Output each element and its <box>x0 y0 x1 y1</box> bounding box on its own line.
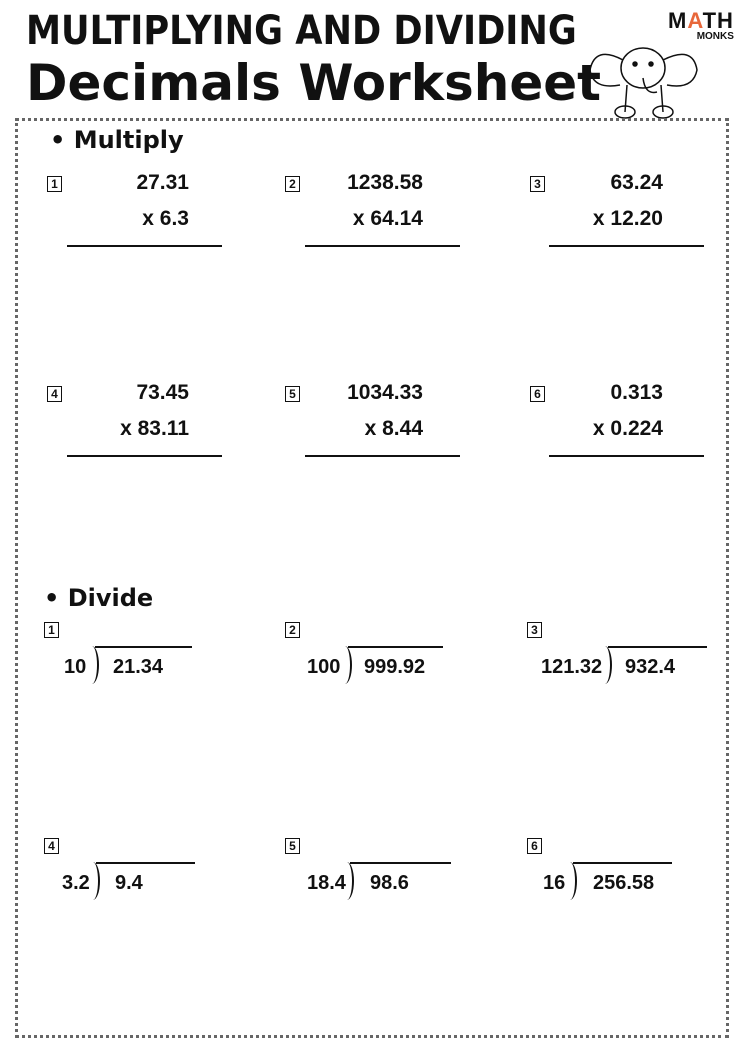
multiplicand: 1034.33 <box>347 381 423 404</box>
problem-number: 4 <box>44 838 59 854</box>
problem-number: 5 <box>285 386 300 402</box>
multiplier: x 6.3 <box>142 207 189 230</box>
logo-bottom: MONKS <box>696 31 734 42</box>
logo-top: MATH <box>668 8 734 33</box>
dividend: 256.58 <box>593 872 655 894</box>
vinculum <box>573 862 672 864</box>
multiply-heading: • Multiply <box>50 126 184 154</box>
multiplicand: 1238.58 <box>347 171 423 194</box>
multiplicand: 63.24 <box>610 171 663 194</box>
divisor: 100 <box>307 656 341 678</box>
vinculum <box>95 646 192 648</box>
divisor: 10 <box>64 656 87 678</box>
dividend: 21.34 <box>113 656 164 678</box>
multiplier: x 83.11 <box>120 417 189 440</box>
problem-number: 3 <box>530 176 545 192</box>
multiplicand: 27.31 <box>136 171 189 194</box>
answer-line <box>305 455 460 457</box>
dividend: 999.92 <box>364 656 426 678</box>
vinculum <box>350 862 451 864</box>
problem-number: 6 <box>527 838 542 854</box>
multiplier: x 8.44 <box>364 417 423 440</box>
divisor: 3.2 <box>62 872 90 894</box>
decorative-border <box>15 118 729 1038</box>
problem-number: 2 <box>285 622 300 638</box>
vinculum <box>96 862 195 864</box>
title-line-1: MULTIPLYING AND DIVIDING <box>26 8 577 54</box>
elephant-icon <box>589 47 698 119</box>
problem-number: 1 <box>47 176 62 192</box>
problem-number: 3 <box>527 622 542 638</box>
answer-line <box>67 455 222 457</box>
multiplicand: 73.45 <box>136 381 189 404</box>
divisor: 121.32 <box>541 656 603 678</box>
problem-number: 4 <box>47 386 62 402</box>
math-monks-logo: MATH MONKS <box>668 8 734 42</box>
title-line-2: Decimals Worksheet <box>26 54 602 112</box>
dividend: 932.4 <box>625 656 676 678</box>
problem-number: 1 <box>44 622 59 638</box>
vinculum <box>608 646 707 648</box>
division-bracket <box>338 646 352 684</box>
dividend: 98.6 <box>370 872 409 894</box>
divisor: 18.4 <box>307 872 346 894</box>
answer-line <box>67 245 222 247</box>
vinculum <box>348 646 443 648</box>
multiplicand: 0.313 <box>610 381 663 404</box>
problem-number: 2 <box>285 176 300 192</box>
answer-line <box>549 245 704 247</box>
dividend: 9.4 <box>115 872 143 894</box>
multiplier: x 64.14 <box>352 207 423 230</box>
answer-line <box>549 455 704 457</box>
division-bracket <box>563 862 577 900</box>
division-bracket <box>86 862 100 900</box>
problem-number: 6 <box>530 386 545 402</box>
multiplier: x 12.20 <box>592 207 663 230</box>
answer-line <box>305 245 460 247</box>
division-bracket <box>85 646 99 684</box>
multiplier: x 0.224 <box>592 417 663 440</box>
divisor: 16 <box>543 872 566 894</box>
division-bracket <box>598 646 612 684</box>
problem-number: 5 <box>285 838 300 854</box>
division-bracket <box>340 862 354 900</box>
divide-heading: • Divide <box>44 584 154 612</box>
